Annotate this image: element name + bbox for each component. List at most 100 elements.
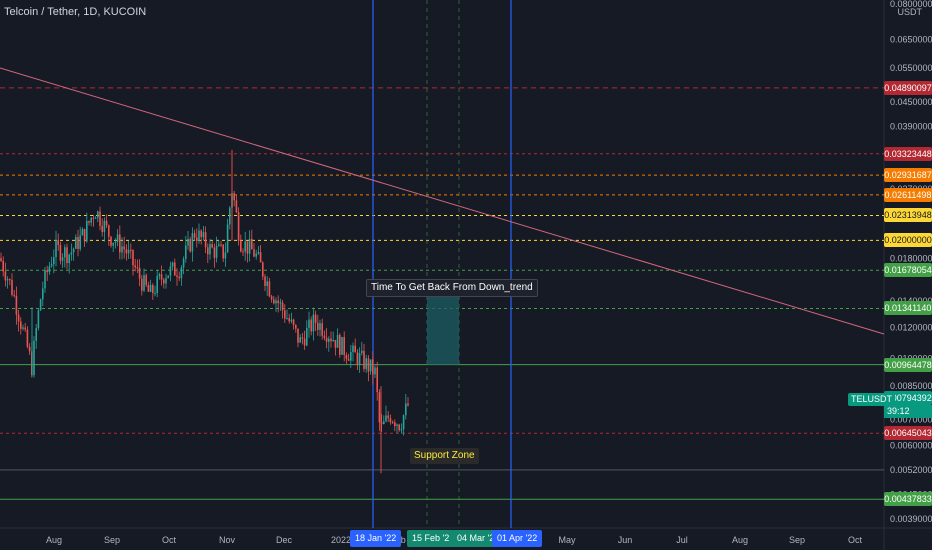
candle-body: [198, 230, 200, 242]
candle-body: [11, 280, 13, 295]
candle-body: [391, 422, 394, 424]
price-tick-label: 0.00390000: [890, 514, 932, 524]
candle-body: [209, 244, 211, 255]
candle-body: [187, 238, 189, 246]
support-zone-annotation[interactable]: Support Zone: [410, 448, 479, 464]
candle-body: [292, 319, 295, 325]
price-level-badge: 0.00645043: [884, 426, 932, 441]
candle-body: [86, 221, 88, 242]
price-level-badge: 0.04890097: [884, 80, 932, 95]
candle-body: [301, 337, 304, 339]
candle-body: [189, 238, 191, 252]
price-level-badge: 0.00794392: [884, 390, 932, 405]
currency-label: USDT: [897, 7, 923, 17]
candle-body: [134, 265, 136, 268]
candle-body: [176, 275, 178, 277]
candle-body: [152, 285, 154, 294]
time-tick-label: Jun: [618, 535, 633, 545]
candle-body: [312, 314, 315, 332]
candle-body: [246, 241, 249, 254]
candle-body: [46, 270, 48, 273]
candle-body: [376, 367, 378, 393]
candle-body: [299, 337, 301, 343]
price-level-badge: 0.03323448: [884, 146, 932, 161]
candle-body: [204, 232, 207, 248]
candle-body: [103, 220, 106, 232]
candle-body: [336, 334, 339, 348]
candle-body: [196, 237, 198, 242]
downtrend-annotation[interactable]: Time To Get Back From Down_trend: [366, 279, 538, 297]
candle-body: [369, 359, 372, 372]
date-marker-badge: 01 Apr '22: [492, 530, 543, 547]
candle-body: [64, 247, 66, 258]
candle-body: [255, 253, 257, 257]
candle-body: [343, 337, 345, 355]
candle-body: [253, 249, 255, 257]
candle-body: [323, 335, 326, 338]
candle-body: [127, 249, 130, 254]
date-marker-badge: 15 Feb '2: [407, 530, 455, 547]
candle-body: [222, 244, 224, 259]
candle-body: [257, 252, 260, 254]
candle-body: [35, 328, 37, 341]
candle-body: [68, 254, 70, 264]
price-level-badge: 0.01341140: [884, 301, 932, 316]
candle-body: [169, 266, 172, 276]
candle-body: [380, 422, 383, 424]
candle-body: [70, 252, 73, 255]
candle-body: [138, 267, 141, 279]
downtrend-line: [0, 67, 885, 335]
candle-body: [193, 233, 196, 238]
candle-body: [4, 271, 7, 281]
candle-body: [317, 322, 319, 330]
price-level-badge: 0.00437833: [884, 492, 932, 507]
candle-body: [233, 193, 235, 201]
candle-body: [251, 238, 253, 250]
symbol-title: Telcoin / Tether, 1D, KUCOIN: [4, 6, 147, 18]
candles-group: [0, 149, 409, 474]
candle-body: [6, 279, 9, 281]
candle-body: [248, 238, 251, 254]
candle-body: [273, 299, 275, 304]
candle-body: [83, 228, 86, 242]
price-level-badge: 0.01678054: [884, 263, 932, 278]
price-level-badge: 0.02611498: [884, 187, 932, 202]
candle-body: [72, 248, 75, 253]
candle-body: [325, 337, 328, 342]
candle-body: [0, 258, 2, 261]
candle-body: [297, 328, 299, 343]
candle-body: [116, 234, 119, 242]
candle-body: [262, 262, 264, 277]
date-marker-badge: 18 Jan '22: [350, 530, 402, 547]
candle-body: [387, 415, 389, 419]
candle-body: [350, 352, 352, 361]
candle-body: [356, 352, 359, 365]
candle-body: [284, 310, 286, 319]
candle-body: [101, 225, 103, 232]
candle-body: [92, 217, 95, 219]
candle-body: [20, 321, 22, 329]
candle-body: [330, 338, 332, 342]
candle-body: [50, 264, 53, 267]
candle-body: [394, 422, 396, 427]
candle-body: [99, 211, 101, 226]
candle-body: [211, 244, 213, 248]
time-tick-label: May: [558, 535, 576, 545]
time-tick-label: Nov: [219, 535, 236, 545]
candle-body: [165, 277, 167, 284]
candle-body: [75, 237, 77, 249]
candle-body: [310, 319, 312, 332]
candle-body: [130, 249, 132, 251]
time-tick-label: Sep: [789, 535, 805, 545]
price-tick-label: 0.01400000: [890, 296, 932, 306]
candle-body: [378, 392, 381, 423]
candle-body: [220, 244, 222, 246]
candle-body: [182, 258, 185, 268]
candle-body: [13, 294, 15, 296]
